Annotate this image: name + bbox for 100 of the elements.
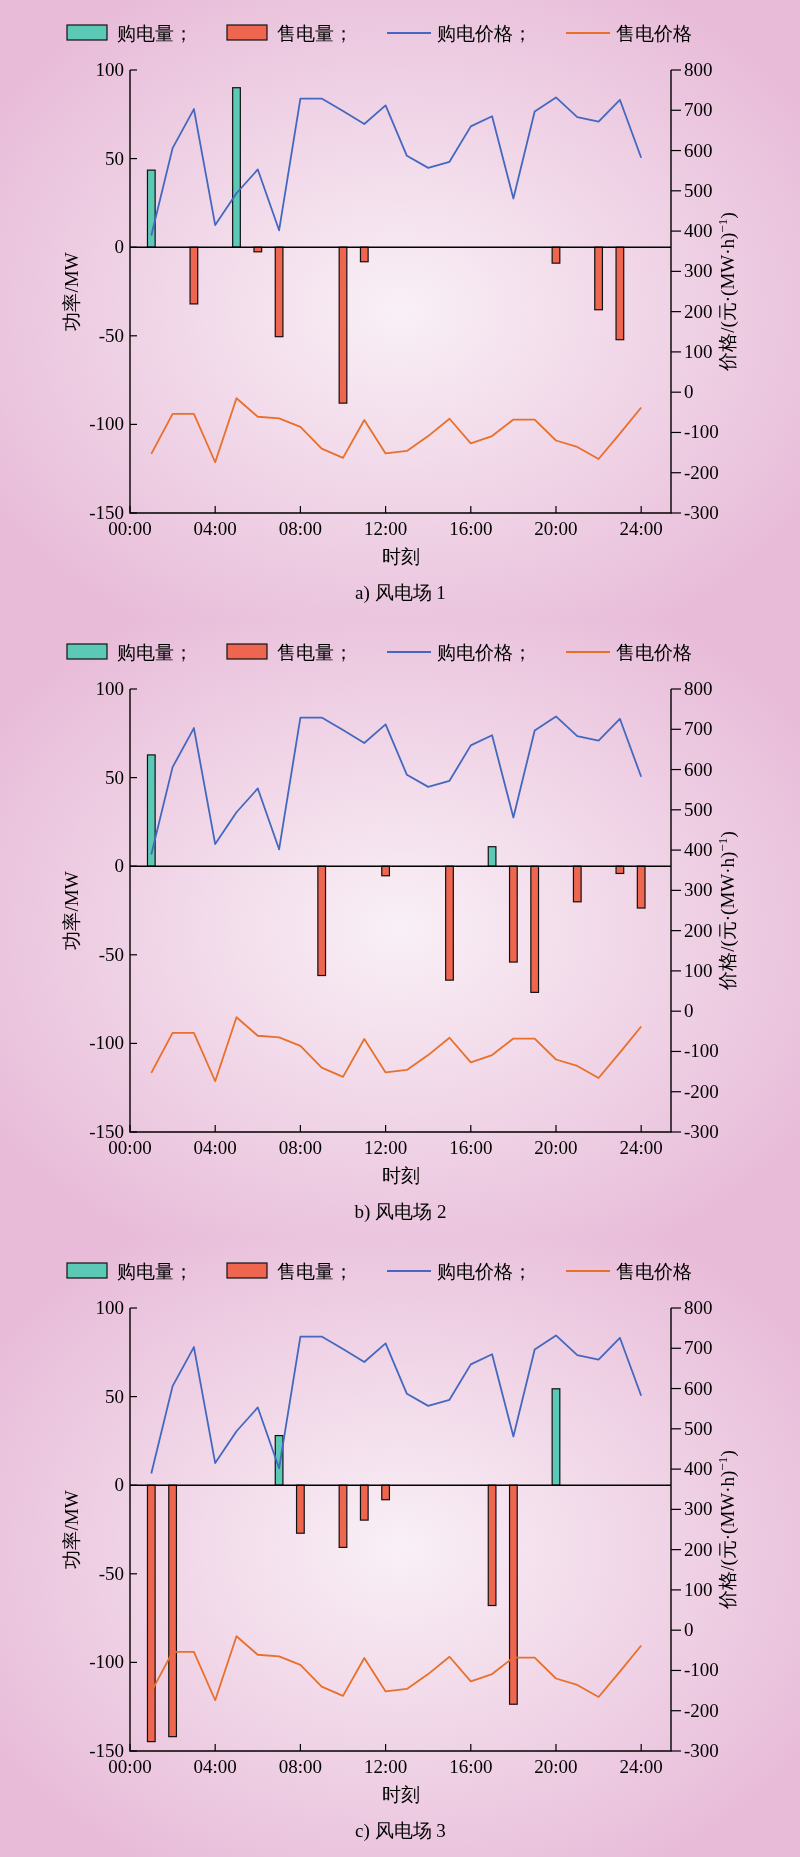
bar xyxy=(146,754,156,867)
y2-tick-label: 600 xyxy=(684,758,713,780)
legend-label: 售电量； xyxy=(277,1261,353,1282)
bar xyxy=(317,865,327,977)
bar xyxy=(615,246,625,341)
y2-tick-label: 500 xyxy=(684,179,713,201)
y2-tick-label: 800 xyxy=(684,678,713,699)
line-series xyxy=(150,397,643,464)
text: c) 风电场 3 xyxy=(355,1820,446,1842)
x-tick-label: 20:00 xyxy=(534,518,578,539)
y2-tick-label: -300 xyxy=(684,1740,719,1761)
y-tick-label: 100 xyxy=(95,678,124,699)
y2-tick-label: 100 xyxy=(684,1578,713,1600)
line-series xyxy=(150,1016,643,1083)
y2-tick-label: 200 xyxy=(684,300,713,322)
y2-tick-label: 0 xyxy=(684,381,694,403)
x-axis-title: 时刻 xyxy=(381,1165,420,1186)
legend-label: 购电价格； xyxy=(437,642,532,663)
line-series xyxy=(150,1334,643,1475)
y2-tick-label: -300 xyxy=(684,1121,719,1142)
x-tick-label: 20:00 xyxy=(534,1756,578,1777)
legend-label: 售电价格 xyxy=(616,642,692,663)
y-tick-label: -100 xyxy=(89,1032,124,1054)
y2-tick-label: -200 xyxy=(684,1080,719,1102)
bar xyxy=(636,865,646,909)
y2-tick-label: 100 xyxy=(684,959,713,981)
y2-tick-label: 700 xyxy=(684,1337,713,1359)
y2-tick-label: 200 xyxy=(684,919,713,941)
x-tick-label: 08:00 xyxy=(278,1137,323,1158)
x-tick-label: 24:00 xyxy=(619,1756,663,1777)
y2-tick-label: 0 xyxy=(684,1000,694,1022)
y2-tick-label: 700 xyxy=(684,99,713,121)
x-tick-label: 08:00 xyxy=(278,1756,323,1777)
x-tick-label: 16:00 xyxy=(449,518,493,539)
x-tick-label: 16:00 xyxy=(449,1137,493,1158)
bar xyxy=(359,246,369,263)
y-tick-label: -50 xyxy=(98,943,124,965)
bar xyxy=(445,865,454,981)
line-series xyxy=(150,1635,643,1702)
legend-label: 购电量； xyxy=(117,1261,193,1282)
y2-tick-label: 800 xyxy=(684,59,713,80)
bar xyxy=(359,1484,369,1521)
x-tick-label: 16:00 xyxy=(449,1756,493,1777)
legend-label: 购电量； xyxy=(117,642,193,663)
legend-label: 售电价格 xyxy=(616,23,692,44)
legend-label: 售电量； xyxy=(277,23,353,44)
x-tick-label: 12:00 xyxy=(363,1137,408,1158)
x-axis-title: 时刻 xyxy=(381,546,420,567)
bar xyxy=(232,87,241,248)
bar xyxy=(146,1484,156,1743)
y-tick-label: 50 xyxy=(105,1385,124,1407)
y2-tick-label: 0 xyxy=(684,1619,694,1641)
y-tick-label: 0 xyxy=(114,236,124,258)
y-tick-label: -50 xyxy=(98,324,124,346)
y2-tick-label: 400 xyxy=(684,839,713,861)
bar xyxy=(168,1484,178,1738)
legend-label: 售电价格 xyxy=(616,1261,692,1282)
y2-tick-label: -200 xyxy=(684,461,719,483)
legend-label: 购电价格； xyxy=(437,1261,532,1282)
bar xyxy=(274,246,284,338)
y2-tick-label: -100 xyxy=(684,1659,719,1681)
y2-tick-label: 500 xyxy=(684,798,713,820)
x-tick-label: 12:00 xyxy=(363,518,408,539)
bar xyxy=(487,1484,497,1607)
bar xyxy=(146,169,156,248)
x-axis-title: 时刻 xyxy=(381,1784,420,1805)
y2-tick-label: 300 xyxy=(684,1498,713,1520)
legend-label: 购电价格； xyxy=(437,23,532,44)
text: a) 风电场 1 xyxy=(355,582,446,604)
text: b) 风电场 2 xyxy=(354,1201,447,1223)
y2-tick-label: 500 xyxy=(684,1417,713,1439)
y2-tick-label: 700 xyxy=(684,718,713,740)
y2-tick-label: 300 xyxy=(684,260,713,282)
x-tick-label: 04:00 xyxy=(193,1756,237,1777)
x-tick-label: 24:00 xyxy=(619,518,663,539)
y2-tick-label: 200 xyxy=(684,1538,713,1560)
y2-tick-label: -100 xyxy=(684,421,719,443)
bar xyxy=(594,246,604,311)
y-tick-label: 100 xyxy=(95,1297,124,1318)
y-tick-label: -100 xyxy=(89,413,124,435)
bar xyxy=(551,1388,561,1486)
y-axis-title: 功率/MW xyxy=(61,871,82,950)
y2-tick-label: 600 xyxy=(684,1377,713,1399)
y2-tick-label: 400 xyxy=(684,220,713,242)
y2-tick-label: 800 xyxy=(684,1297,713,1318)
bar xyxy=(189,246,199,305)
y-tick-label: 50 xyxy=(105,766,124,788)
y2-tick-label: 400 xyxy=(684,1458,713,1480)
y-tick-label: 0 xyxy=(114,855,124,877)
x-tick-label: 08:00 xyxy=(278,518,323,539)
y-tick-label: -100 xyxy=(89,1651,124,1673)
bar xyxy=(508,1484,518,1705)
x-tick-label: 20:00 xyxy=(534,1137,578,1158)
y2-tick-label: -200 xyxy=(684,1699,719,1721)
y2-tick-label: 100 xyxy=(684,340,713,362)
y-tick-label: -50 xyxy=(98,1562,124,1584)
y-tick-label: 100 xyxy=(95,59,124,80)
y-tick-label: 50 xyxy=(105,147,124,169)
bar xyxy=(381,1484,391,1501)
bar xyxy=(338,246,348,404)
